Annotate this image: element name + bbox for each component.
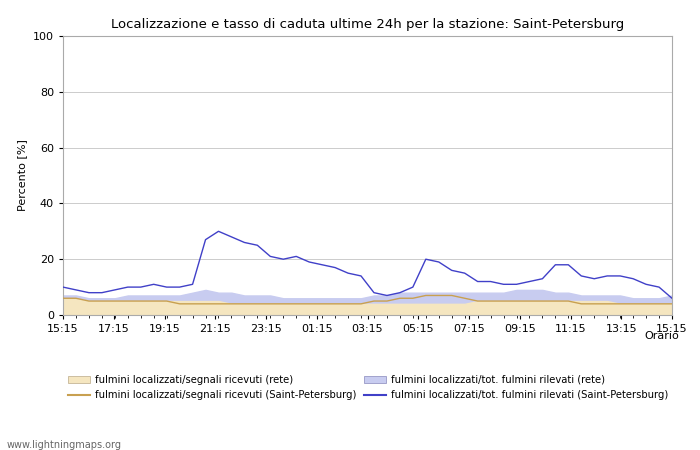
- Text: www.lightningmaps.org: www.lightningmaps.org: [7, 440, 122, 450]
- Title: Localizzazione e tasso di caduta ultime 24h per la stazione: Saint-Petersburg: Localizzazione e tasso di caduta ultime …: [111, 18, 624, 31]
- Legend: fulmini localizzati/segnali ricevuti (rete), fulmini localizzati/segnali ricevut: fulmini localizzati/segnali ricevuti (re…: [68, 375, 668, 400]
- Y-axis label: Percento [%]: Percento [%]: [18, 140, 27, 212]
- Text: Orario: Orario: [644, 331, 679, 341]
